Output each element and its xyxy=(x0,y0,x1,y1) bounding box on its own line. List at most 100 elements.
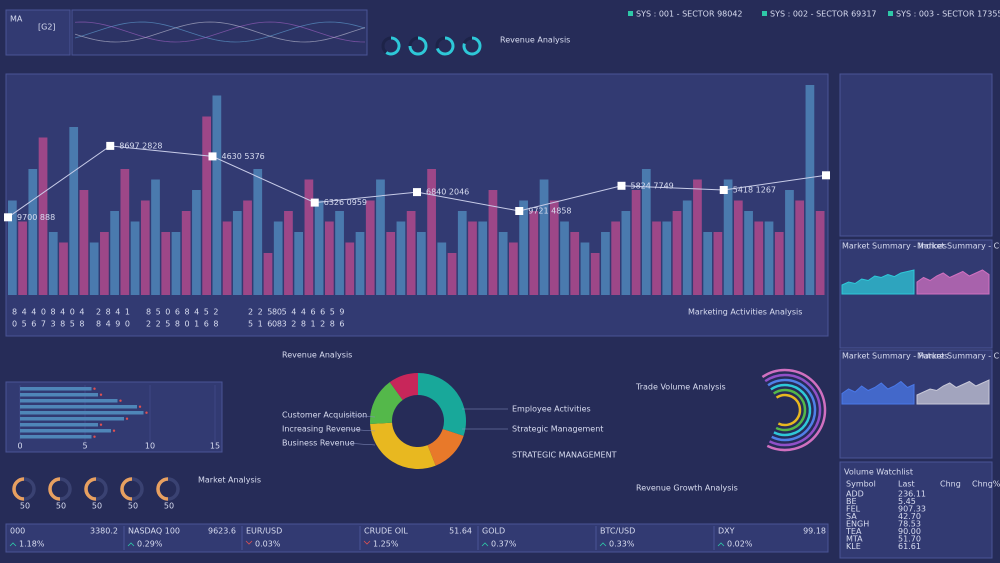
bar xyxy=(232,211,242,295)
wave-line xyxy=(74,21,366,43)
donut-slice xyxy=(417,373,466,436)
hbar xyxy=(20,387,92,391)
bar xyxy=(140,200,150,295)
ticker-arrow xyxy=(599,542,607,547)
bar xyxy=(324,221,334,295)
hbar-dot xyxy=(99,393,103,396)
bar xyxy=(805,85,815,295)
donut-title: Revenue Analysis xyxy=(282,351,352,360)
hbar xyxy=(20,417,124,421)
trade-arc xyxy=(764,373,822,447)
sector-dot xyxy=(628,11,633,16)
ticker-change: 0.37% xyxy=(491,540,517,549)
bar xyxy=(28,169,38,295)
main-panel xyxy=(5,73,829,337)
sector-dot xyxy=(888,11,893,16)
bar xyxy=(120,169,130,295)
watch-cell: MTA xyxy=(846,535,863,544)
watch-cell: KLE xyxy=(846,542,861,551)
watch-cell: FEL xyxy=(846,505,861,514)
watch-cell: 236.11 xyxy=(898,490,926,499)
gauge-arc xyxy=(462,36,482,56)
trade-arc xyxy=(761,368,827,452)
ticker-name: GOLD xyxy=(482,527,505,536)
ticker-change: 1.18% xyxy=(19,540,45,549)
bar xyxy=(355,232,365,295)
x-tick-label: 0 xyxy=(17,442,22,451)
bar xyxy=(284,211,293,295)
watch-cell: SA xyxy=(846,512,857,521)
bar xyxy=(641,169,651,295)
bar xyxy=(151,179,160,295)
header-tag: [G2] xyxy=(38,23,56,32)
donut-label: Employee Activities xyxy=(512,405,591,414)
summary-area xyxy=(916,379,990,405)
digit-group: 0 3 2 8 1 2 8 6 xyxy=(272,320,346,329)
note: STRATEGIC MANAGEMENT xyxy=(512,451,617,460)
donut-slice xyxy=(370,421,436,469)
digit-group: 2 2 5 0 xyxy=(248,308,283,317)
ticker-value: 99.18 xyxy=(803,527,826,536)
bar xyxy=(89,242,99,295)
trade-arc xyxy=(775,393,802,427)
bar xyxy=(365,200,375,295)
leader xyxy=(344,442,376,446)
watch-cell: 90.00 xyxy=(898,527,921,536)
trend-point xyxy=(208,152,217,161)
bar xyxy=(100,232,109,295)
bar xyxy=(59,242,68,295)
bar xyxy=(723,179,733,295)
point-label: 9721 4858 xyxy=(528,207,571,216)
wave-line xyxy=(74,21,366,43)
digit-group: 0 5 6 7 3 8 5 8 xyxy=(12,320,86,329)
ticker-arrow xyxy=(9,542,17,547)
watchlist-title: Volume Watchlist xyxy=(844,468,913,477)
bar xyxy=(406,211,416,295)
hbar-dot xyxy=(138,405,142,408)
side-panel xyxy=(839,73,993,237)
bar xyxy=(631,190,641,295)
bar xyxy=(130,221,140,295)
bar xyxy=(498,232,508,295)
trend-point xyxy=(413,188,421,197)
bar xyxy=(539,179,549,295)
ticker-name: CRUDE OIL xyxy=(364,527,408,536)
bar xyxy=(212,95,222,295)
hbar-dot xyxy=(93,435,96,438)
bar xyxy=(468,221,477,295)
point-label: 5824 7749 xyxy=(631,181,674,190)
hbar xyxy=(20,405,137,409)
ticker-change: 0.29% xyxy=(137,540,163,549)
watch-header: Symbol xyxy=(846,480,876,489)
ring-title: Market Analysis xyxy=(198,476,261,485)
bar xyxy=(437,242,447,295)
donut-label: Increasing Revenue xyxy=(282,425,361,434)
watch-cell: 61.61 xyxy=(898,542,921,551)
ring-label: 50 xyxy=(56,502,66,511)
bar xyxy=(774,232,784,295)
bar xyxy=(815,211,825,295)
wave-panel xyxy=(71,9,368,56)
ticker-arrow xyxy=(717,542,725,547)
ticker-change: 0.33% xyxy=(609,540,635,549)
trend-point xyxy=(515,207,524,215)
point-label: 6326 0959 xyxy=(324,198,367,207)
point-label: 5418 1267 xyxy=(733,186,776,195)
ticker-panel xyxy=(5,523,829,553)
ticker-name: 000 xyxy=(10,527,25,536)
ticker-value: 9623.6 xyxy=(208,527,236,536)
watch-cell: 907.33 xyxy=(898,505,926,514)
hbar xyxy=(20,399,118,403)
bar xyxy=(764,221,774,295)
trend-point xyxy=(617,181,626,190)
summary-area xyxy=(841,269,915,295)
ticker-change: 0.02% xyxy=(727,540,753,549)
x-tick-label: 15 xyxy=(210,442,220,451)
digit-group: 8 4 4 0 8 4 0 4 xyxy=(12,308,86,317)
ring-label: 50 xyxy=(92,502,102,511)
bar xyxy=(682,200,692,295)
ticker-arrow xyxy=(481,542,489,547)
ticker-change: 0.03% xyxy=(255,540,281,549)
